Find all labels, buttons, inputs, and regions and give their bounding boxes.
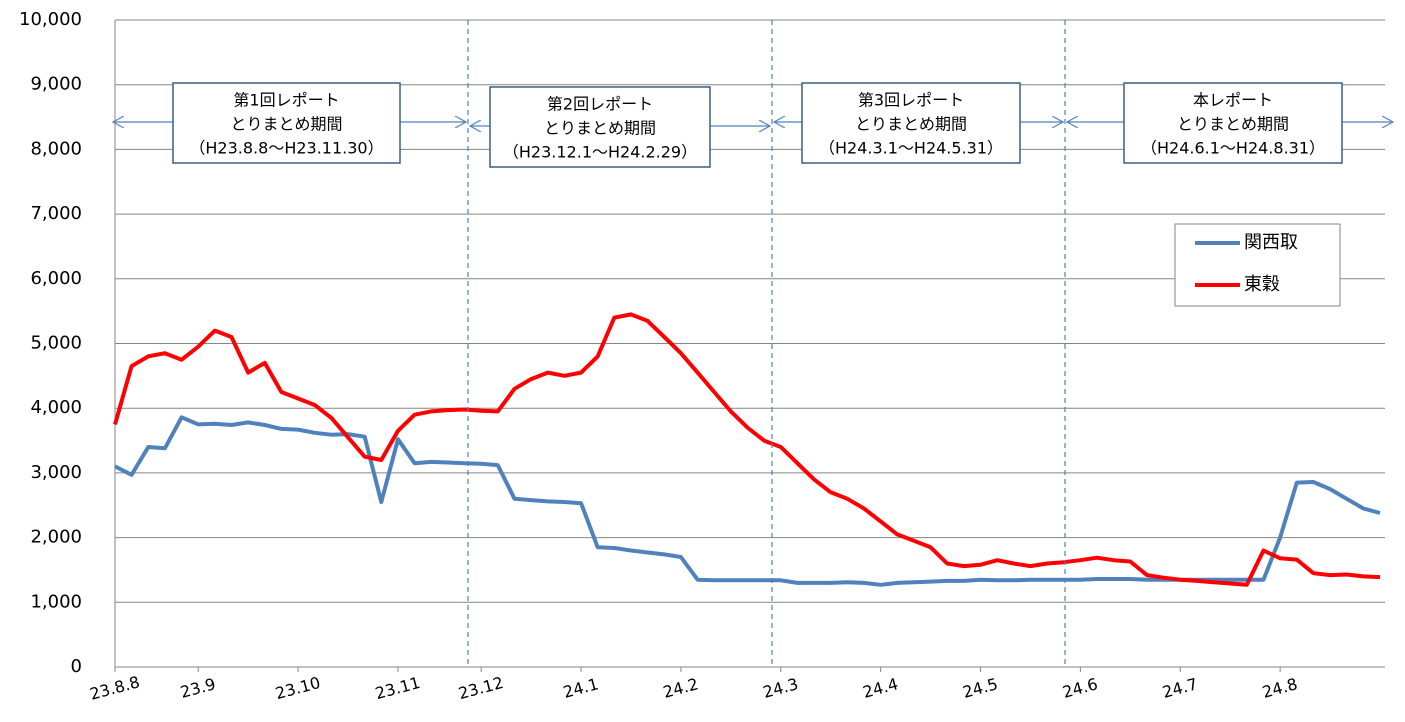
series-line bbox=[113, 312, 1381, 587]
annotation-text: （H24.6.1～H24.8.31） bbox=[1141, 139, 1325, 158]
x-tick-label: 23.9 bbox=[178, 674, 217, 702]
legend-label: 東穀 bbox=[1244, 274, 1280, 295]
annotation-text: （H23.12.1～H24.2.29） bbox=[503, 143, 697, 162]
series-line bbox=[114, 415, 1381, 587]
annotation-box bbox=[489, 86, 711, 168]
y-tick-label: 3,000 bbox=[30, 462, 82, 483]
annotation-box bbox=[172, 82, 401, 164]
x-tick-label: 24.1 bbox=[561, 674, 600, 702]
annotation-text: （H23.8.8～H23.11.30） bbox=[189, 139, 383, 158]
annotation-text: とりまとめ期間 bbox=[855, 115, 967, 134]
annotation-text: （H24.3.1～H24.5.31） bbox=[819, 139, 1003, 158]
legend-box bbox=[1174, 223, 1341, 307]
x-tick-label: 23.11 bbox=[373, 673, 422, 703]
annotation-text: とりまとめ期間 bbox=[544, 119, 656, 138]
annotation-box bbox=[801, 82, 1021, 164]
y-tick-label: 1,000 bbox=[30, 591, 82, 612]
y-tick-label: 8,000 bbox=[30, 138, 82, 159]
y-tick-label: 10,000 bbox=[19, 9, 82, 30]
annotation-text: 第3回レポート bbox=[858, 91, 964, 110]
y-tick-label: 9,000 bbox=[30, 74, 82, 95]
x-tick-label: 24.4 bbox=[861, 674, 900, 702]
annotation-text: とりまとめ期間 bbox=[1177, 115, 1289, 134]
annotation-box bbox=[1123, 82, 1343, 164]
annotation-text: 第2回レポート bbox=[547, 95, 653, 114]
y-tick-label: 0 bbox=[71, 656, 82, 677]
annotation-text: 本レポート bbox=[1193, 91, 1273, 110]
legend-label: 関西取 bbox=[1244, 232, 1298, 253]
x-tick-label: 23.12 bbox=[456, 673, 505, 703]
y-tick-label: 6,000 bbox=[30, 268, 82, 289]
y-tick-label: 7,000 bbox=[30, 203, 82, 224]
annotation-text: とりまとめ期間 bbox=[230, 115, 342, 134]
x-tick-label: 24.8 bbox=[1260, 674, 1299, 702]
x-tick-label: 24.6 bbox=[1060, 674, 1099, 702]
x-tick-label: 24.3 bbox=[761, 674, 800, 702]
x-tick-label: 24.5 bbox=[961, 674, 1000, 702]
x-tick-label: 23.8.8 bbox=[88, 672, 142, 704]
period-markers bbox=[113, 20, 1393, 667]
x-tick-label: 24.7 bbox=[1160, 674, 1199, 702]
x-tick-label: 23.10 bbox=[273, 673, 322, 703]
x-tick-label: 24.2 bbox=[661, 674, 700, 702]
y-tick-label: 4,000 bbox=[30, 397, 82, 418]
y-tick-label: 5,000 bbox=[30, 333, 82, 354]
annotation-text: 第1回レポート bbox=[233, 91, 339, 110]
y-tick-label: 2,000 bbox=[30, 527, 82, 548]
